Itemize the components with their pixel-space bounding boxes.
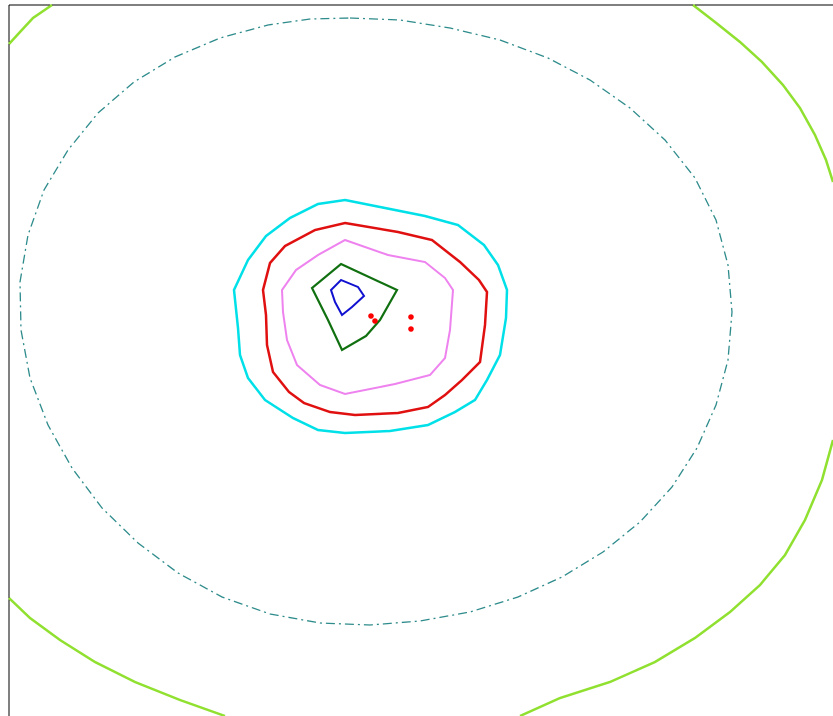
contour-outer-bottomleft — [8, 597, 226, 716]
contour-cyan — [232, 198, 509, 435]
contour-blue — [329, 278, 366, 317]
point-p1 — [368, 313, 374, 319]
point-p2 — [372, 318, 378, 324]
contour-dashdot — [19, 17, 733, 626]
point-p3 — [408, 314, 414, 320]
contour-violet — [280, 238, 455, 396]
contour-outer-bottomright — [519, 439, 833, 716]
contour-green — [310, 262, 399, 352]
contour-red — [261, 221, 489, 417]
contour-outer-right — [692, 4, 833, 183]
contour-outer-topleft — [8, 3, 53, 45]
point-p4 — [408, 326, 414, 332]
